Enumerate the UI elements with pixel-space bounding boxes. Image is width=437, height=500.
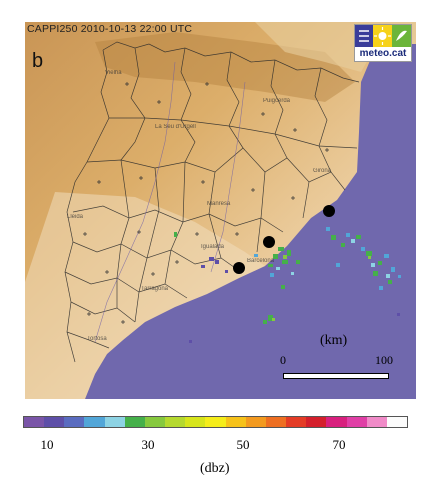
colorbar-tick-50: 50: [236, 437, 250, 452]
place-label: Manresa: [207, 201, 231, 207]
place-label: Girona: [313, 168, 332, 174]
place-label: Lleida: [67, 214, 84, 220]
place-label: Tarragona: [141, 286, 169, 292]
colorbar-segment: [165, 417, 186, 427]
colorbar-tick-70: 70: [332, 437, 346, 452]
colorbar-segment: [225, 417, 246, 427]
location-dot-garraf: [233, 262, 245, 274]
colorbar-segment: [44, 417, 65, 427]
colorbar-segment: [104, 417, 125, 427]
meteo-logo: meteo.cat: [354, 24, 412, 62]
colorbar-segment: [386, 417, 407, 427]
colorbar-segment: [64, 417, 85, 427]
colorbar-segment: [84, 417, 105, 427]
colorbar-segment: [124, 417, 145, 427]
place-label: Igualada: [201, 244, 225, 250]
colorbar-segment: [346, 417, 367, 427]
map-header: CAPPI250 2010-10-13 22:00 UTC: [27, 23, 193, 35]
scale-end-label: 100: [375, 353, 393, 367]
colorbar-segment: [366, 417, 387, 427]
place-label: Puigcerdà: [263, 98, 291, 104]
colorbar-segment: [326, 417, 347, 427]
colorbar-segment: [245, 417, 266, 427]
lowland-area: [25, 192, 265, 399]
location-dot-barcelona: [263, 236, 275, 248]
panel-letter: b: [32, 50, 44, 72]
colorbar-tick-10: 10: [40, 437, 54, 452]
colorbar-segment: [286, 417, 307, 427]
colorbar-unit-label: (dbz): [200, 461, 230, 476]
region-borders: [64, 41, 360, 363]
scale-start-label: 0: [280, 353, 286, 367]
rivers: [94, 61, 246, 343]
location-dot-girona-coast: [323, 205, 335, 217]
colorbar-segment: [144, 417, 166, 427]
place-label: Vielha: [105, 70, 122, 76]
colorbar-segment: [205, 417, 226, 427]
colorbar-tick-30: 30: [141, 437, 155, 452]
radar-echoes: [174, 227, 401, 343]
colorbar-segment: [306, 417, 327, 427]
place-label: Barcelona: [247, 258, 275, 264]
colorbar-segment: [265, 417, 287, 427]
reflectivity-colorbar: [23, 416, 408, 428]
radar-map: Vielha La Seu d'Urgell Puigcerdà Manresa Lle…: [25, 22, 416, 399]
scale-unit-label: (km): [320, 333, 348, 348]
colorbar-segment: [185, 417, 206, 427]
meteo-logo-text: meteo.cat: [359, 48, 407, 59]
station-markers: [83, 82, 329, 324]
meteo-weather-logo-icon: [355, 25, 411, 47]
scale-bar: [283, 373, 389, 379]
colorbar-segment: [24, 417, 45, 427]
place-label: La Seu d'Urgell: [155, 124, 196, 130]
place-label: Tortosa: [87, 336, 107, 342]
radar-map-panel: Vielha La Seu d'Urgell Puigcerdà Manresa Lle…: [25, 22, 416, 399]
